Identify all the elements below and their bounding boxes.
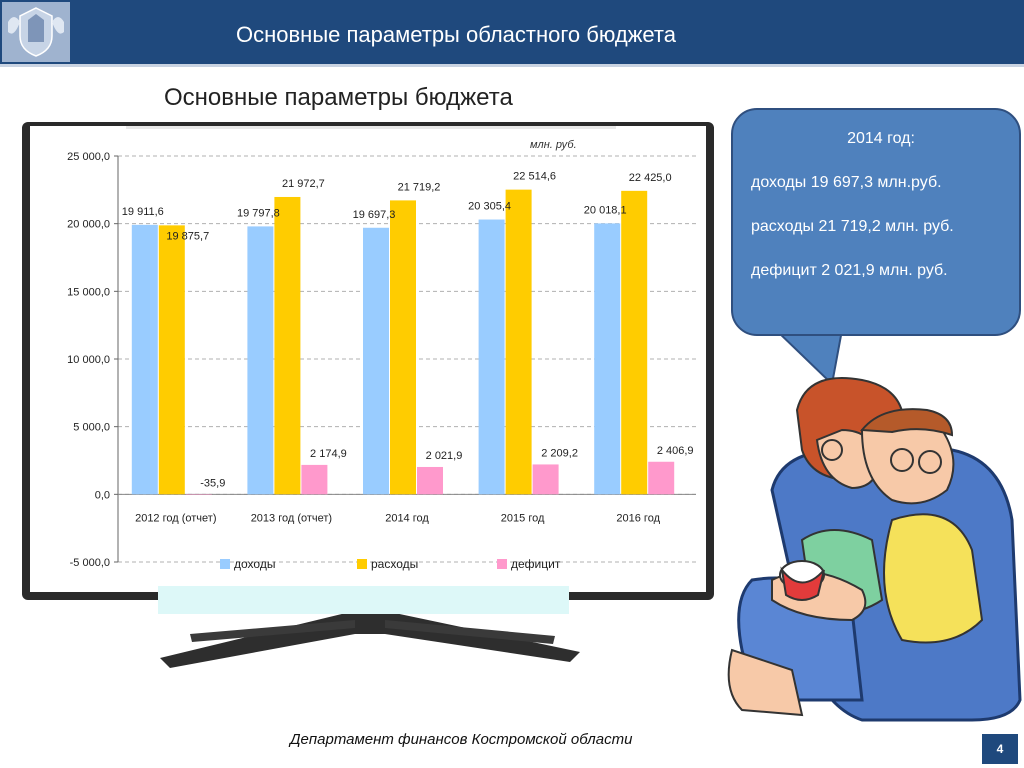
bar-доходы <box>594 223 621 495</box>
y-tick-label: 10 000,0 <box>67 354 110 366</box>
bar-доходы <box>131 224 158 495</box>
x-tick-label: 2012 год (отчет) <box>135 512 216 524</box>
y-tick-label: 15 000,0 <box>67 286 110 298</box>
legend-entry: доходы <box>234 557 275 571</box>
bar-доходы <box>478 219 505 495</box>
y-tick-label: 25 000,0 <box>67 151 110 163</box>
legend-entry: дефицит <box>511 557 561 571</box>
data-label: 19 797,8 <box>237 207 280 219</box>
bar-расходы <box>158 225 185 495</box>
bar-дефицит <box>532 464 559 495</box>
unit-label: млн. руб. <box>530 139 577 151</box>
bar-дефицит <box>301 464 328 495</box>
data-label: 21 719,2 <box>398 181 441 193</box>
data-label: 2 021,9 <box>426 450 463 462</box>
tv-stand-base <box>160 612 580 668</box>
bubble-expenses: расходы 21 719,2 млн. руб. <box>751 218 954 235</box>
data-label: 2 209,2 <box>541 447 578 459</box>
data-label: 20 305,4 <box>468 201 511 213</box>
x-tick-label: 2014 год <box>385 512 429 524</box>
budget-chart: млн. руб. 25 000,0 20 000,0 15 000,0 10 000… <box>30 126 706 592</box>
bar-дефицит <box>417 466 443 495</box>
bar-расходы <box>621 190 648 495</box>
speech-bubble-text: 2014 год: доходы 19 697,3 млн.руб. расхо… <box>751 128 1011 304</box>
data-label: 22 514,6 <box>513 171 556 183</box>
header-bar: Основные параметры областного бюджета <box>0 0 1024 67</box>
bar-расходы <box>390 200 416 495</box>
data-label: 22 425,0 <box>629 172 672 184</box>
bar-дефицит <box>648 461 675 495</box>
bar-расходы <box>274 196 301 495</box>
bar-доходы <box>363 227 389 495</box>
x-tick-label: 2013 год (отчет) <box>251 512 332 524</box>
x-tick-label: 2015 год <box>501 512 545 524</box>
legend-swatch-доходы <box>220 559 230 569</box>
y-tick-label: 20 000,0 <box>67 219 110 231</box>
chart-title: Основные параметры бюджета <box>164 84 513 111</box>
bubble-deficit: дефицит 2 021,9 млн. руб. <box>751 262 948 279</box>
bubble-heading: 2014 год: <box>847 130 915 147</box>
data-label: 2 406,9 <box>657 445 694 457</box>
data-label: -35,9 <box>200 477 225 489</box>
legend-swatch-расходы <box>357 559 367 569</box>
data-label: 19 875,7 <box>166 230 209 242</box>
y-tick-label: 5 000,0 <box>73 422 110 434</box>
data-label: 2 174,9 <box>310 448 347 460</box>
legend-entry: расходы <box>371 557 418 571</box>
coat-of-arms-icon <box>2 2 70 62</box>
legend-swatch-дефицит <box>497 559 507 569</box>
y-tick-label: 0,0 <box>95 489 110 501</box>
x-tick-label: 2016 год <box>616 512 660 524</box>
bar-расходы <box>505 189 532 495</box>
y-tick-label: -5 000,0 <box>70 557 110 569</box>
data-label: 19 911,6 <box>122 206 164 218</box>
data-label: 21 972,7 <box>282 178 325 190</box>
bar-доходы <box>247 226 274 495</box>
footer-department: Департамент финансов Костромской области <box>290 731 633 748</box>
page-title: Основные параметры областного бюджета <box>236 22 676 47</box>
bubble-income: доходы 19 697,3 млн.руб. <box>751 174 942 191</box>
data-label: 19 697,3 <box>353 209 396 221</box>
cartoon-couple-illustration <box>727 377 1022 722</box>
page-number: 4 <box>982 734 1018 764</box>
speech-bubble <box>731 108 1021 336</box>
tv-base-strip <box>158 586 569 614</box>
bar-дефицит <box>185 494 212 495</box>
data-label: 20 018,1 <box>584 204 627 216</box>
